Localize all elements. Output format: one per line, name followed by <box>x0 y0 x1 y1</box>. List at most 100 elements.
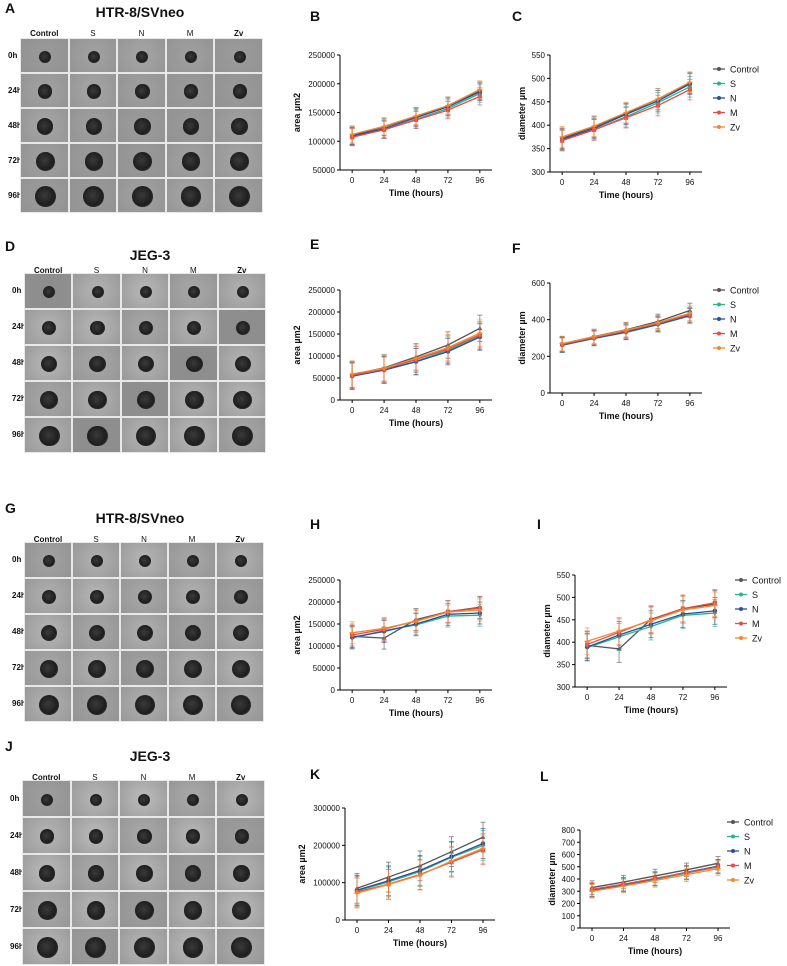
y-tick-label: 450 <box>532 98 546 107</box>
x-tick-label: 48 <box>416 926 425 935</box>
y-tick-label: 200000 <box>308 598 335 607</box>
spheroid-micrograph <box>167 928 217 965</box>
panel-d-title: JEG-3 <box>129 247 171 263</box>
y-tick-label: 350 <box>532 145 546 154</box>
spheroid-micrograph <box>216 542 264 578</box>
spheroid <box>180 186 202 207</box>
panel-letter-j: J <box>5 738 13 754</box>
spheroid <box>83 186 105 207</box>
y-tick-label: 400 <box>532 316 546 325</box>
spheroid <box>36 152 55 171</box>
x-tick-label: 0 <box>350 406 355 415</box>
spheroid <box>134 937 155 958</box>
spheroid-micrograph <box>167 817 217 854</box>
panel-d-row-label: 0h <box>12 286 22 295</box>
spheroid <box>39 50 52 63</box>
spheroid <box>40 624 58 642</box>
panel-j-column-header: Zv <box>236 773 246 782</box>
panel-g-column-header: M <box>188 535 196 544</box>
panel-a-title: HTR-8/SVneo <box>95 4 185 20</box>
chart-l: 0 100 200 300 400 500 600 700 800 0 24 48 72 96 Time (… <box>547 818 773 957</box>
spheroid-micrograph <box>119 928 168 965</box>
spheroid-micrograph <box>22 817 71 854</box>
spheroid-micrograph <box>120 309 170 345</box>
y-tick-label: 300000 <box>313 804 340 813</box>
spheroid-micrograph <box>72 345 121 381</box>
data-point-zv <box>448 858 455 864</box>
spheroid-micrograph <box>120 686 168 722</box>
chart-e: 0 50000 100000 150000 200000 250000 0 24 48 72 96 T… <box>292 286 492 428</box>
legend-label: Zv <box>730 344 740 354</box>
x-tick-label: 48 <box>647 693 656 702</box>
spheroid <box>232 901 251 920</box>
spheroid <box>135 659 155 679</box>
panel-letter-l: L <box>540 768 549 784</box>
x-tick-label: 24 <box>590 399 599 408</box>
spheroid-micrograph <box>216 578 264 614</box>
data-point-zv <box>620 883 627 889</box>
spheroid-micrograph <box>217 309 266 345</box>
spheroid-micrograph <box>168 542 216 578</box>
legend-marker-n <box>717 96 721 100</box>
spheroid <box>233 50 246 63</box>
x-axis-label: Time (hours) <box>599 190 653 200</box>
legend-marker-s <box>731 834 735 839</box>
x-tick-label: 24 <box>619 934 628 943</box>
spheroid-micrograph <box>119 817 168 854</box>
legend-marker-control <box>731 820 735 824</box>
x-tick-label: 96 <box>475 696 484 705</box>
x-axis-label: Time (hours) <box>624 705 678 715</box>
panel-g-row-label: 48h <box>12 627 26 636</box>
spheroid <box>84 152 104 171</box>
y-axis-label: area µm2 <box>292 325 302 364</box>
spheroid-micrograph <box>120 381 170 417</box>
panel-a-column-header: M <box>186 29 194 38</box>
panel-d-row-label: 48h <box>12 358 26 367</box>
panel-j-column-header: M <box>188 773 196 782</box>
y-tick-label: 150000 <box>308 330 335 339</box>
panel-a-row-label: 48h <box>8 120 22 130</box>
spheroid <box>230 152 249 171</box>
spheroid <box>236 286 249 298</box>
panel-letter-k: K <box>310 766 321 782</box>
panel-j-column-header: S <box>92 773 98 782</box>
spheroid-micrograph <box>120 273 170 309</box>
legend-marker-n <box>717 317 721 321</box>
y-tick-label: 700 <box>562 838 576 847</box>
data-point-zv <box>559 134 565 140</box>
spheroid <box>91 286 104 298</box>
legend-label: Zv <box>730 123 740 133</box>
spheroid-micrograph <box>167 780 217 817</box>
spheroid-micrograph <box>167 854 217 891</box>
spheroid <box>185 390 204 410</box>
x-axis-label: Time (hours) <box>389 188 443 198</box>
panel-g-row-label: 96h <box>12 699 26 708</box>
spheroid <box>91 555 103 567</box>
spheroid <box>234 829 249 844</box>
y-tick-label: 0 <box>571 924 576 933</box>
spheroid <box>186 355 203 373</box>
chart-k: 0 100000 200000 300000 0 24 48 72 96 Time (hours)… <box>297 804 495 948</box>
panel-g-row-label: 24h <box>12 591 26 600</box>
spheroid-micrograph <box>117 178 166 213</box>
y-axis-label: diameter µm <box>517 87 527 140</box>
legend-marker-m <box>717 110 721 115</box>
y-tick-label: 200000 <box>308 80 335 89</box>
panel-g-row-label: 0h <box>12 555 22 564</box>
x-tick-label: 48 <box>412 176 421 185</box>
panel-d-column-header: Zv <box>237 266 247 275</box>
chart-h: 0 50000 100000 150000 200000 250000 0 24 48 72 96 T… <box>292 576 492 718</box>
panel-a-column-header: Zv <box>234 29 244 38</box>
data-point-zv <box>381 625 387 631</box>
chart-i: 300 350 400 450 500 550 0 24 48 72 96 Time (hours) d… <box>542 571 781 715</box>
spheroid-micrograph <box>169 417 218 453</box>
data-point-zv <box>655 320 661 326</box>
y-axis-label: area µm2 <box>292 93 302 132</box>
spheroid-micrograph <box>24 417 73 453</box>
spheroid-micrograph <box>168 650 216 686</box>
y-tick-label: 150000 <box>308 620 335 629</box>
spheroid-micrograph <box>117 143 166 178</box>
spheroid-micrograph <box>70 817 120 854</box>
y-tick-label: 500 <box>532 74 546 83</box>
y-tick-label: 100000 <box>308 352 335 361</box>
